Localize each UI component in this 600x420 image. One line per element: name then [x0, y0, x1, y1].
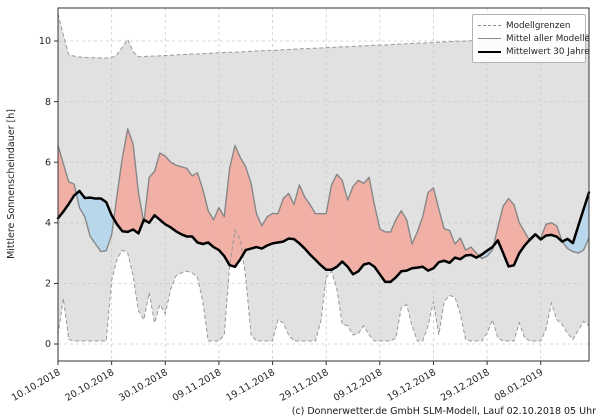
x-tick-label: 10.10.2018 [10, 367, 63, 404]
band-above-normal [175, 164, 182, 235]
band-above-normal [304, 196, 311, 256]
band-above-normal [315, 213, 322, 266]
y-tick-label: 6 [45, 157, 51, 168]
band-above-normal [234, 145, 241, 268]
band-above-normal [272, 213, 279, 244]
legend-label: Mittel aller Modelle [506, 33, 590, 44]
lower-bound-line [57, 228, 590, 342]
band-below-normal [100, 198, 107, 252]
y-tick-label: 10 [39, 36, 51, 47]
x-tick-label: 30.10.2018 [117, 367, 170, 404]
x-tick-label: 29.11.2018 [278, 367, 331, 404]
legend-label: Mittelwert 30 Jahre [506, 46, 590, 57]
band-above-normal [165, 155, 171, 228]
band-above-normal [427, 187, 434, 271]
band-above-normal [266, 213, 273, 246]
legend-label: Modellgrenzen [506, 20, 571, 31]
band-above-normal [443, 228, 450, 264]
band-above-normal [358, 180, 364, 272]
x-tick-label: 09.12.2018 [332, 367, 385, 404]
band-above-normal [395, 209, 402, 278]
y-tick-label: 2 [45, 279, 51, 290]
copyright-caption: (c) Donnerwetter.de GmbH SLM-Modell, Lau… [291, 406, 596, 417]
band-above-normal [186, 167, 193, 237]
dashed-line-icon [478, 25, 501, 26]
band-above-normal [352, 179, 359, 275]
band-above-normal [320, 213, 327, 271]
band-above-normal [181, 166, 187, 237]
x-tick-label: 08.01.2019 [493, 367, 546, 404]
black-line-icon [478, 50, 501, 53]
band-above-normal [191, 172, 198, 244]
x-tick-label: 19.11.2018 [224, 367, 277, 404]
band-above-normal [127, 128, 134, 233]
x-tick-label: 09.11.2018 [171, 367, 224, 404]
band-above-normal [331, 174, 338, 271]
legend-item-mittelwert-30-jahre: Mittelwert 30 Jahre [478, 45, 590, 58]
x-tick-label: 19.12.2018 [385, 367, 438, 404]
gray-line-icon [478, 38, 501, 39]
band-above-normal [508, 198, 515, 267]
band-above-normal [384, 231, 391, 283]
y-axis-label: Mittlere Sonnenscheindauer [h] [6, 109, 17, 259]
band-above-normal [283, 192, 289, 242]
x-tick-label: 29.12.2018 [439, 367, 492, 404]
plot-border [57, 7, 590, 362]
band-above-normal [170, 161, 177, 232]
band-below-normal [95, 198, 102, 253]
band-above-normal [363, 176, 370, 265]
model-mean-line [57, 128, 590, 260]
legend-item-mittel-aller-modelle: Mittel aller Modelle [478, 32, 590, 45]
y-tick-label: 8 [45, 97, 51, 108]
legend-item-modellgrenzen: Modellgrenzen [478, 19, 580, 32]
upper-bound-line [57, 13, 590, 59]
y-tick-label: 0 [45, 339, 51, 350]
y-tick-label: 4 [45, 218, 51, 229]
chart-legend: Modellgrenzen Mittel aller Modelle Mitte… [472, 14, 590, 63]
mean-30y-line [56, 189, 591, 284]
x-tick-label: 20.10.2018 [64, 367, 117, 404]
band-above-normal [159, 152, 166, 225]
band-above-normal [336, 173, 343, 268]
